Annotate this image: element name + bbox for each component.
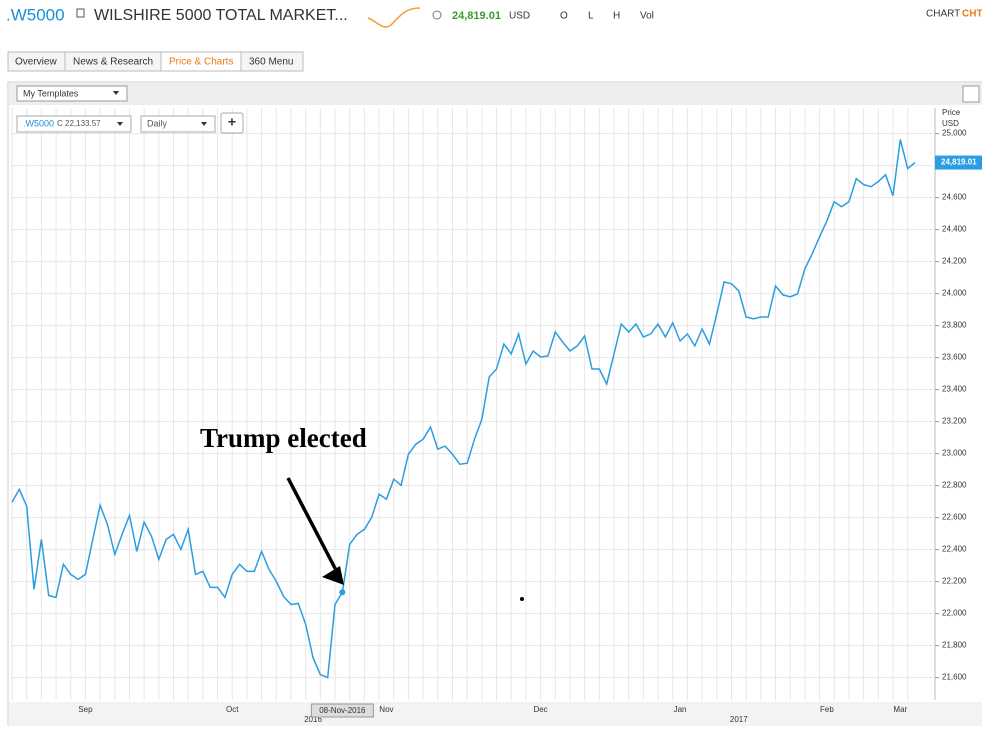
series-symbol[interactable]: .W5000 <box>23 118 54 128</box>
tab-label[interactable]: Price & Charts <box>169 57 233 68</box>
axis-title: Price <box>942 108 961 117</box>
chart-link[interactable]: CHT <box>962 9 982 20</box>
x-tick-label: Oct <box>226 705 239 714</box>
y-tick-label: 23,200 <box>942 417 967 426</box>
add-label[interactable]: + <box>228 114 236 130</box>
y-tick-label: 22,200 <box>942 577 967 586</box>
x-tick-label: Dec <box>533 705 547 714</box>
symbol[interactable]: .W5000 <box>6 5 65 24</box>
annotation: Trump elected <box>200 423 367 453</box>
price-line <box>11 139 916 679</box>
stray-dot <box>520 597 524 601</box>
add-button[interactable] <box>220 112 244 134</box>
dropdown-label[interactable]: My Templates <box>23 88 79 98</box>
currency: USD <box>509 11 530 22</box>
tab[interactable] <box>240 51 304 72</box>
arrowhead <box>322 566 344 585</box>
field: O <box>560 11 568 22</box>
tabs: Overview News & Research Price & Charts … <box>7 51 304 72</box>
tab-label[interactable]: Overview <box>15 57 57 68</box>
y-tick-label: 23,000 <box>942 449 967 458</box>
caret <box>113 91 119 95</box>
y-tick-label: 21,800 <box>942 641 967 650</box>
y-tick-label: 24,600 <box>942 193 967 202</box>
chart-link[interactable]: CHART <box>926 9 960 20</box>
x-year-label: 2016 <box>304 715 322 724</box>
series-close[interactable]: C 22,133.57 <box>57 119 101 128</box>
x-tick-label: Feb <box>820 705 834 714</box>
field: H <box>613 11 620 22</box>
templates-dropdown[interactable] <box>16 85 128 102</box>
x-year-label: 2017 <box>730 715 748 724</box>
last-price-box <box>935 155 982 170</box>
field: L <box>588 11 594 22</box>
caret <box>117 122 123 126</box>
y-tick-label: 24,400 <box>942 225 967 234</box>
crosshair-point <box>339 589 346 596</box>
y-tick-label: 23,400 <box>942 385 967 394</box>
y-tick-label: 25,000 <box>942 129 967 138</box>
y-tick-label: 24,000 <box>942 289 967 298</box>
price: 24,819.01 <box>452 10 501 22</box>
x-tick-label: Sep <box>78 705 93 714</box>
y-tick-label: 22,000 <box>942 609 967 618</box>
y-tick-label: 22,400 <box>942 545 967 554</box>
x-tick-label: Mar <box>893 705 907 714</box>
instrument-name: WILSHIRE 5000 TOTAL MARKET... <box>94 7 348 24</box>
interval-dropdown[interactable] <box>140 115 216 133</box>
print-button[interactable] <box>962 85 980 103</box>
y-tick-label: 22,600 <box>942 513 967 522</box>
annotation-arrow <box>286 477 339 573</box>
axis-unit: USD <box>942 119 959 128</box>
y-tick-label: 24,200 <box>942 257 967 266</box>
y-tick-label: 23,800 <box>942 321 967 330</box>
tab-label[interactable]: 360 Menu <box>249 57 293 68</box>
caret <box>201 122 207 126</box>
plot: Price USD 21,600 21,800 22,000 22,200 22,400 22… <box>9 108 982 726</box>
clock-icon <box>432 10 442 20</box>
x-tick-label: Jan <box>674 705 687 714</box>
chart-panel <box>7 81 982 731</box>
field: Vol <box>640 11 654 22</box>
tab-label[interactable]: News & Research <box>73 57 153 68</box>
last-price-label: 24,819.01 <box>941 158 977 167</box>
interval-label[interactable]: Daily <box>147 118 168 128</box>
crosshair-label: 08-Nov-2016 <box>319 706 366 715</box>
icon <box>76 8 85 18</box>
y-tick-label: 22,800 <box>942 481 967 490</box>
x-tick-label: Nov <box>379 705 393 714</box>
series-dropdown[interactable] <box>16 115 132 133</box>
x-axis-band <box>9 702 982 726</box>
crosshair-box <box>310 703 374 718</box>
toolbar <box>9 83 982 105</box>
y-tick-label: 21,600 <box>942 673 967 682</box>
sparkline <box>367 7 421 28</box>
y-tick-label: 23,600 <box>942 353 967 362</box>
